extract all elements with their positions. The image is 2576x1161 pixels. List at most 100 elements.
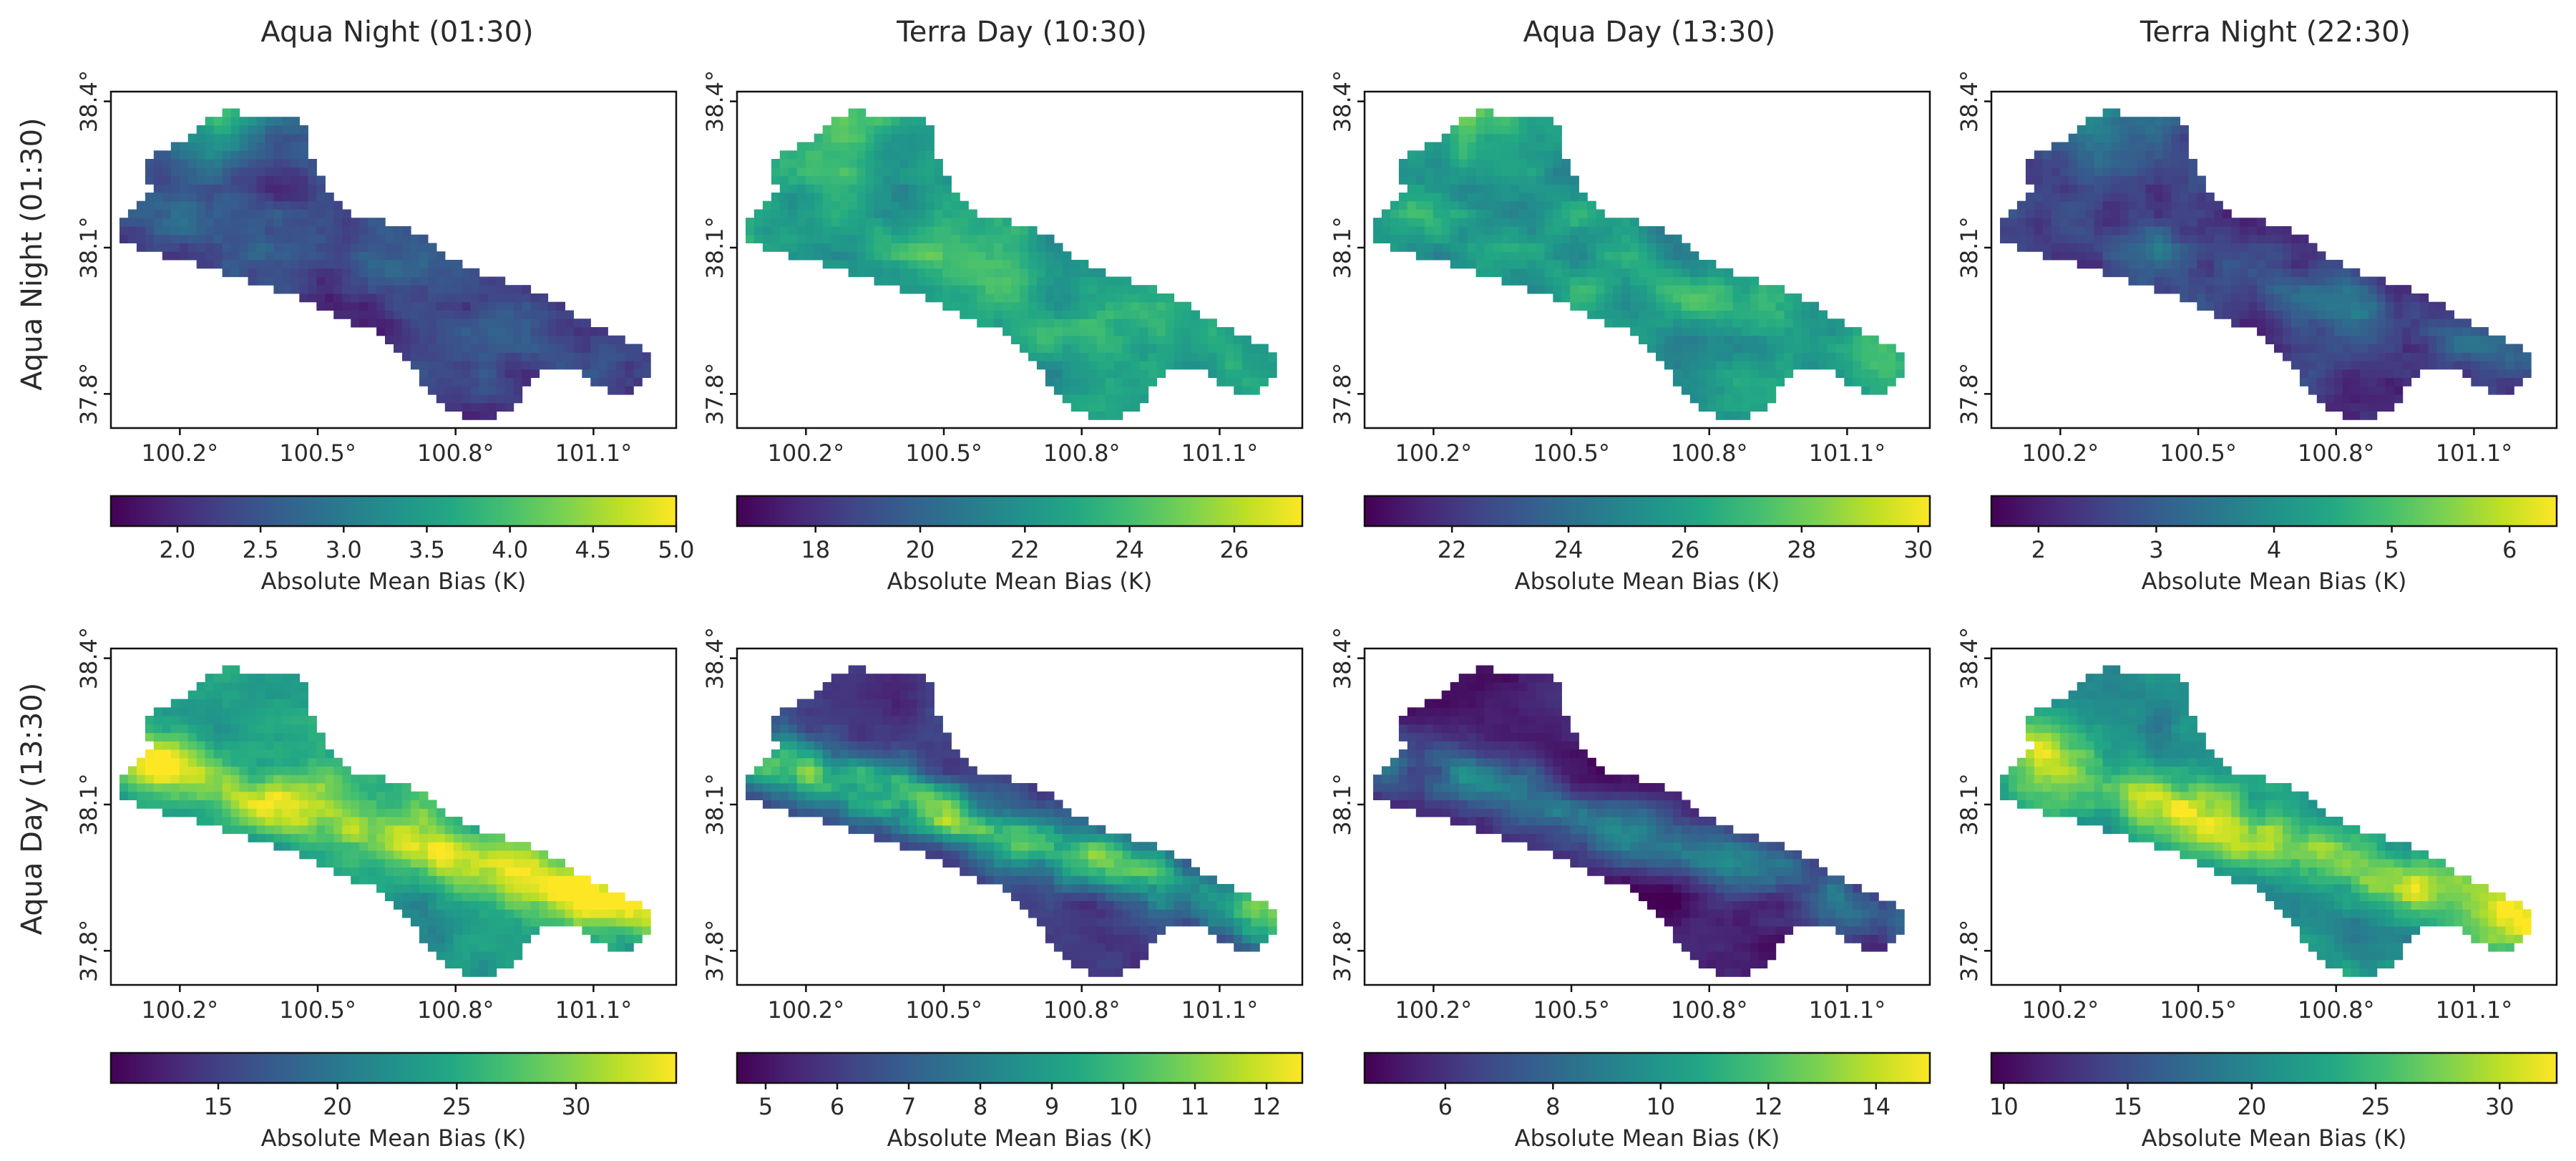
heatmap-cell: [599, 369, 608, 378]
heatmap-cell: [427, 386, 437, 395]
heatmap-cell: [359, 301, 369, 311]
heatmap-cell: [2145, 218, 2155, 227]
heatmap-cell: [1475, 218, 1485, 227]
heatmap-cell: [2042, 209, 2052, 218]
heatmap-cell: [419, 900, 429, 910]
heatmap-cell: [2394, 285, 2404, 294]
heatmap-cell: [248, 757, 258, 767]
heatmap-cell: [1053, 327, 1063, 336]
heatmap-cell: [753, 226, 763, 235]
heatmap-cell: [1131, 310, 1141, 319]
heatmap-cell: [2479, 352, 2489, 361]
heatmap-cell: [2351, 411, 2361, 420]
heatmap-cell: [2428, 344, 2438, 353]
heatmap-cell: [616, 335, 625, 344]
heatmap-cell: [2025, 193, 2035, 202]
heatmap-cell: [1062, 260, 1072, 269]
heatmap-cell: [1062, 817, 1072, 826]
heatmap-cell: [1208, 875, 1217, 885]
heatmap-cell: [814, 193, 824, 202]
heatmap-cell: [2085, 175, 2095, 185]
heatmap-cell: [994, 858, 1003, 868]
heatmap-cell: [1113, 301, 1123, 311]
heatmap-cell: [170, 234, 180, 243]
heatmap-cell: [2119, 193, 2129, 202]
heatmap-cell: [771, 209, 781, 218]
heatmap-cell: [1475, 150, 1485, 160]
heatmap-cell: [2428, 335, 2438, 344]
heatmap-cell: [2462, 327, 2472, 336]
heatmap-cell: [779, 209, 789, 218]
heatmap-cell: [487, 918, 497, 927]
heatmap-cell: [848, 251, 858, 261]
heatmap-cell: [865, 218, 875, 227]
heatmap-cell: [1088, 951, 1098, 961]
heatmap-cell: [2428, 301, 2438, 311]
heatmap-cell: [2265, 251, 2275, 261]
heatmap-cell: [2411, 319, 2421, 328]
heatmap-cell: [1501, 117, 1511, 126]
heatmap-cell: [1131, 301, 1141, 311]
heatmap-cell: [1810, 319, 1819, 328]
heatmap-cell: [153, 732, 163, 742]
heatmap-cell: [119, 791, 129, 800]
heatmap-cell: [1053, 943, 1063, 952]
heatmap-cell: [985, 243, 995, 252]
heatmap-cell: [1801, 335, 1811, 344]
heatmap-cell: [256, 690, 266, 699]
heatmap-cell: [831, 159, 841, 168]
heatmap-cell: [539, 909, 549, 918]
heatmap-cell: [1079, 301, 1089, 311]
heatmap-cell: [1681, 310, 1691, 319]
heatmap-cell: [453, 352, 463, 361]
heatmap-cell: [2290, 243, 2301, 252]
heatmap-cell: [153, 774, 163, 784]
heatmap-cell: [410, 344, 420, 353]
heatmap-cell: [145, 234, 155, 243]
heatmap-cell: [2308, 268, 2318, 278]
heatmap-cell: [282, 749, 291, 759]
heatmap-cell: [256, 268, 266, 278]
heatmap-cell: [419, 377, 429, 387]
heatmap-cell: [2248, 310, 2258, 319]
axis-frame: [736, 90, 1304, 429]
heatmap-cell: [2102, 193, 2112, 202]
heatmap-cell: [857, 226, 867, 235]
heatmap-cell: [2162, 167, 2172, 177]
heatmap-cell: [2197, 268, 2206, 278]
heatmap-cell: [1381, 218, 1391, 227]
heatmap-cell: [394, 892, 403, 901]
heatmap-cell: [1767, 293, 1777, 303]
heatmap-cell: [2188, 193, 2197, 202]
heatmap-cell: [977, 310, 986, 319]
heatmap-cell: [968, 301, 977, 311]
heatmap-cell: [1613, 293, 1622, 303]
heatmap-cell: [633, 934, 643, 943]
heatmap-cell: [419, 301, 429, 311]
heatmap-cell: [239, 783, 249, 792]
heatmap-cell: [1450, 200, 1460, 210]
colorbar-tick-label: 5: [2384, 536, 2399, 563]
heatmap-cell: [1510, 260, 1520, 269]
heatmap-cell: [1801, 327, 1811, 336]
heatmap-cell: [1131, 394, 1141, 404]
heatmap-cell: [205, 218, 215, 227]
heatmap-cell: [2240, 251, 2249, 261]
heatmap-cell: [831, 209, 841, 218]
heatmap-cell: [917, 159, 926, 168]
heatmap-cell: [2111, 200, 2121, 210]
heatmap-cell: [522, 867, 532, 876]
heatmap-cell: [2265, 327, 2275, 336]
heatmap-cell: [1570, 293, 1579, 303]
heatmap-cell: [908, 234, 917, 243]
heatmap-cell: [230, 774, 240, 784]
heatmap-cell: [513, 934, 523, 943]
heatmap-cell: [1407, 243, 1417, 252]
heatmap-cell: [1501, 184, 1511, 193]
heatmap-cell: [325, 234, 334, 243]
heatmap-cell: [2411, 301, 2421, 311]
heatmap-cell: [908, 226, 917, 235]
heatmap-cell: [951, 817, 960, 826]
heatmap-cell: [342, 800, 351, 809]
heatmap-cell: [2359, 386, 2369, 395]
